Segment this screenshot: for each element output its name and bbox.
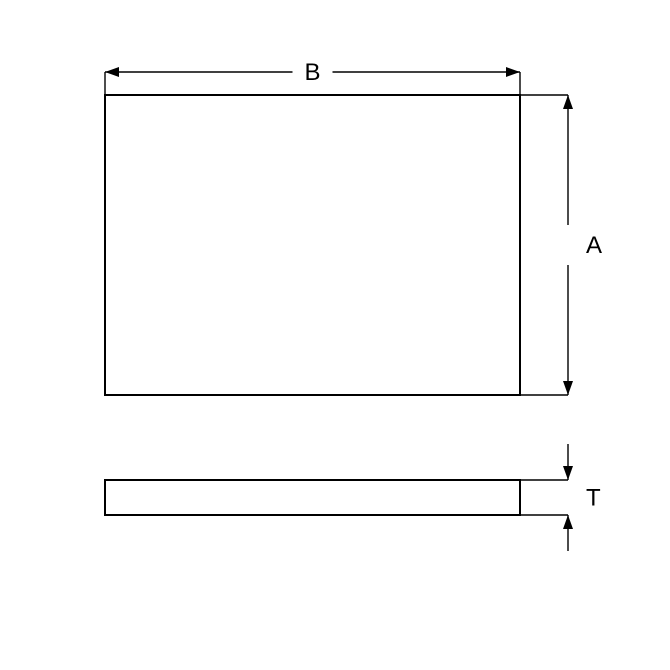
dim-t-label: T <box>586 485 601 512</box>
dim-a-label: A <box>586 232 602 259</box>
dimension-diagram: B A T <box>0 0 670 670</box>
canvas-bg <box>0 0 670 670</box>
dim-b-label: B <box>304 59 320 86</box>
